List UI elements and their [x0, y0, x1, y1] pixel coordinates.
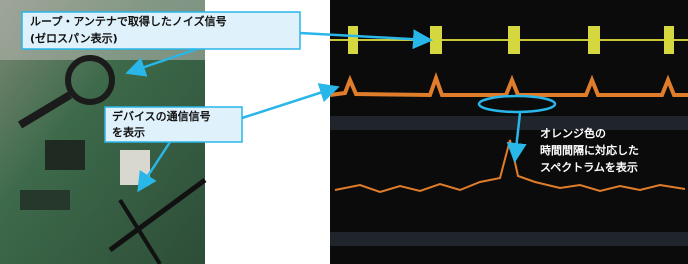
callout-text: ループ・アンテナで取得したノイズ信号 [30, 14, 227, 28]
figure: ループ・アンテナで取得したノイズ信号 (ゼロスパン表示) デバイスの通信信号 を… [0, 0, 688, 264]
callout-text: デバイスの通信信号 [112, 109, 211, 123]
callout-text: (ゼロスパン表示) [30, 31, 118, 45]
callout-text: スペクトラムを表示 [540, 160, 638, 174]
scope-screen [330, 0, 688, 264]
callout-text: を表示 [112, 125, 145, 139]
callout-text: 時間間隔に対応した [540, 143, 639, 157]
callout-text: オレンジ色の [540, 126, 606, 140]
